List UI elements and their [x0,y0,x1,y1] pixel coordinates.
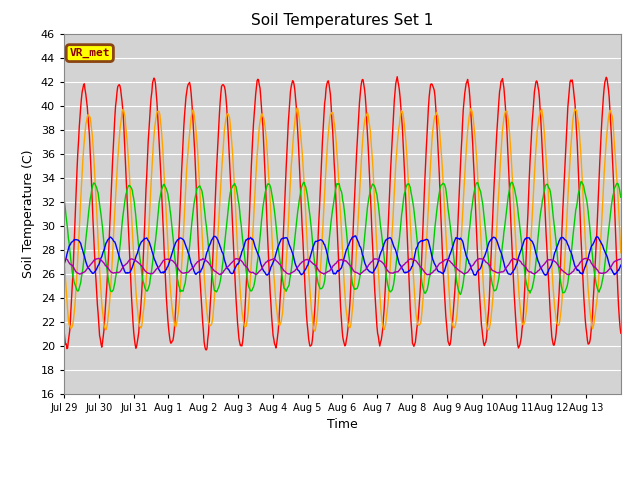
Y-axis label: Soil Temperature (C): Soil Temperature (C) [22,149,35,278]
Tsoil -32cm [125,257,133,263]
Tsoil -2cm [228,219,236,225]
Tsoil -32cm [617,256,625,262]
Tsoil -8cm [578,179,586,184]
Tsoil -2cm [202,347,210,353]
Tsoil -16cm [617,262,625,268]
Tsoil -16cm [125,270,133,276]
Tsoil -4cm [60,251,68,257]
Tsoil -32cm [564,272,572,277]
Tsoil -32cm [255,268,263,274]
Tsoil -8cm [255,242,263,248]
Line: Tsoil -32cm: Tsoil -32cm [64,258,621,275]
Tsoil -4cm [293,105,301,111]
Tsoil -2cm [401,184,409,190]
Tsoil -4cm [617,250,625,256]
Tsoil -8cm [456,291,464,297]
Tsoil -16cm [432,263,440,269]
Tsoil -2cm [394,74,401,80]
Line: Tsoil -2cm: Tsoil -2cm [64,77,621,350]
Tsoil -32cm [581,255,589,261]
Tsoil -4cm [255,124,263,130]
Tsoil -2cm [256,85,264,91]
Tsoil -8cm [125,182,133,188]
Tsoil -8cm [60,196,68,202]
Tsoil -4cm [125,170,133,176]
Tsoil -4cm [401,130,409,136]
Tsoil -4cm [228,139,236,145]
Tsoil -8cm [400,194,408,200]
Tsoil -8cm [228,185,236,191]
Tsoil -8cm [276,260,284,266]
Tsoil -8cm [431,224,439,230]
Legend: Tsoil -2cm, Tsoil -4cm, Tsoil -8cm, Tsoil -16cm, Tsoil -32cm: Tsoil -2cm, Tsoil -4cm, Tsoil -8cm, Tsoi… [93,477,592,480]
Title: Soil Temperatures Set 1: Soil Temperatures Set 1 [252,13,433,28]
Line: Tsoil -8cm: Tsoil -8cm [64,181,621,294]
Tsoil -16cm [541,272,549,278]
X-axis label: Time: Time [327,418,358,431]
Tsoil -4cm [433,109,440,115]
Tsoil -32cm [60,257,68,263]
Tsoil -16cm [351,233,359,239]
Tsoil -16cm [255,254,263,260]
Tsoil -32cm [400,262,408,268]
Tsoil -16cm [401,270,408,276]
Line: Tsoil -16cm: Tsoil -16cm [64,236,621,275]
Tsoil -2cm [617,330,625,336]
Tsoil -2cm [433,114,440,120]
Text: VR_met: VR_met [70,48,110,58]
Tsoil -32cm [431,267,439,273]
Line: Tsoil -4cm: Tsoil -4cm [64,108,621,331]
Tsoil -16cm [60,262,68,267]
Tsoil -2cm [60,326,68,332]
Tsoil -32cm [276,262,284,268]
Tsoil -32cm [228,260,236,265]
Tsoil -2cm [125,247,133,252]
Tsoil -4cm [276,321,284,327]
Tsoil -4cm [311,328,319,334]
Tsoil -8cm [617,194,625,200]
Tsoil -16cm [228,271,236,276]
Tsoil -16cm [276,239,284,244]
Tsoil -2cm [277,282,285,288]
